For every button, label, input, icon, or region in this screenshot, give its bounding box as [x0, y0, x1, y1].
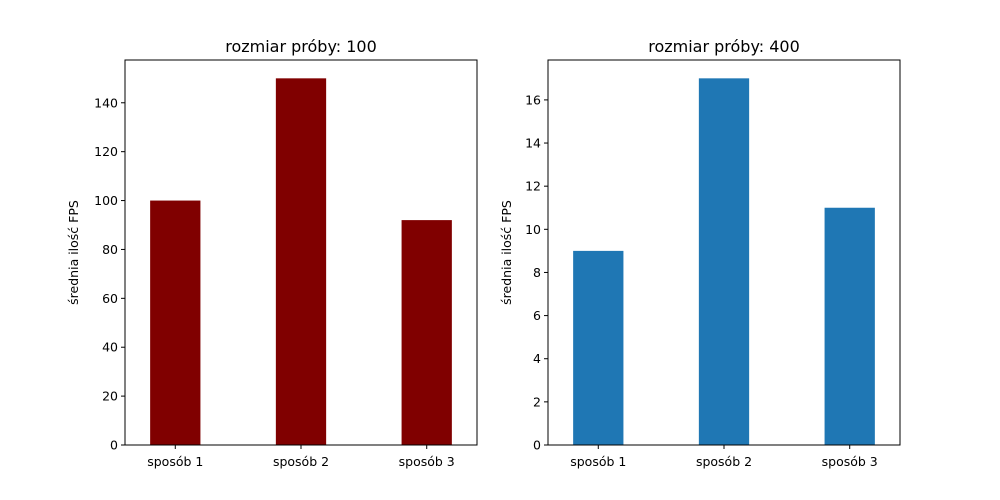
y-tick-label: 140	[94, 95, 118, 110]
x-tick-label: sposób 2	[696, 454, 752, 469]
x-tick-label: sposób 1	[147, 454, 203, 469]
chart-panel-2: sposób 1 sposób 2 sposób 3 0 2 4 6 8 10 12 14 16 roz…	[499, 37, 901, 469]
y-tick-label: 10	[525, 222, 541, 237]
y-tick-label: 4	[533, 351, 541, 366]
bar-2	[698, 78, 750, 445]
chart-title: rozmiar próby: 100	[225, 37, 377, 56]
y-tick-label: 80	[102, 242, 118, 257]
y-tick-label: 0	[533, 438, 541, 453]
y-tick-label: 2	[533, 394, 541, 409]
x-tick-label: sposób 3	[822, 454, 878, 469]
y-tick-label: 40	[102, 340, 118, 355]
x-tick-label: sposób 3	[399, 454, 455, 469]
y-tick-label: 20	[102, 389, 118, 404]
y-tick-label: 8	[533, 265, 541, 280]
bar-2	[275, 78, 327, 445]
y-tick-label: 100	[94, 193, 118, 208]
bar-3	[401, 220, 452, 445]
y-tick-label: 6	[533, 308, 541, 323]
y-tick-label: 60	[102, 291, 118, 306]
bar-3	[824, 207, 875, 445]
y-tick-label: 16	[525, 92, 541, 107]
chart-panel-1: sposób 1 sposób 2 sposób 3 0 20 40 60 80 100 120 1…	[66, 37, 478, 469]
y-axis-label: średnia ilość FPS	[66, 200, 81, 305]
x-tick-label: sposób 2	[273, 454, 329, 469]
bar-1	[150, 200, 201, 445]
y-tick-label: 120	[94, 144, 118, 159]
x-tick-label: sposób 1	[570, 454, 626, 469]
y-tick-label: 0	[110, 438, 118, 453]
y-tick-label: 14	[525, 136, 541, 151]
bar-1	[573, 250, 624, 445]
chart-title: rozmiar próby: 400	[648, 37, 800, 56]
y-axis-label: średnia ilość FPS	[499, 200, 514, 305]
y-tick-label: 12	[525, 179, 541, 194]
